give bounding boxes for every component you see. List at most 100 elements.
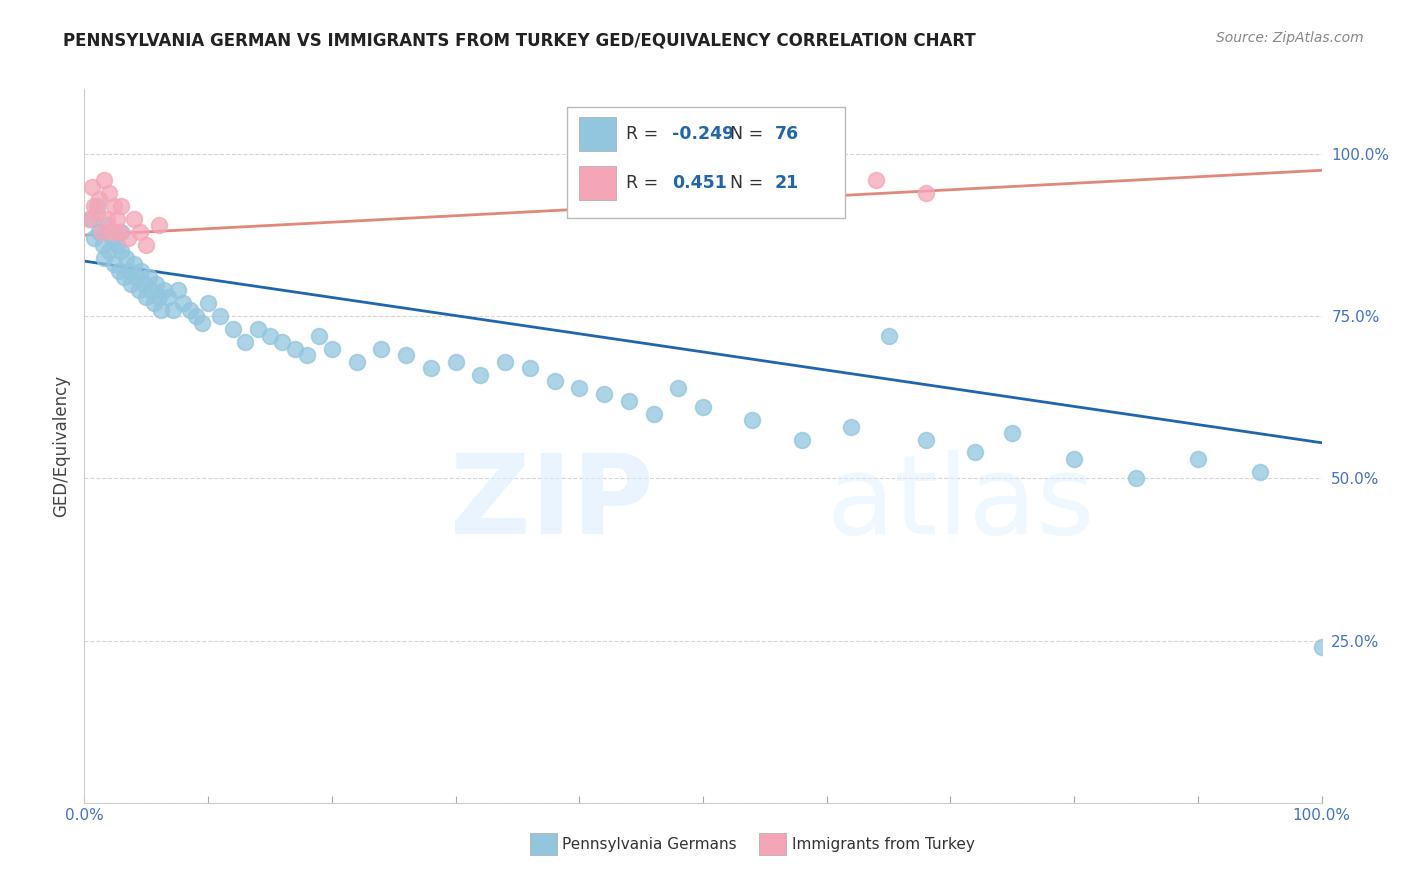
Point bbox=[93, 173, 115, 187]
Text: atlas: atlas bbox=[827, 450, 1095, 557]
Point bbox=[79, 211, 101, 226]
Point bbox=[444, 354, 467, 368]
Point bbox=[150, 302, 173, 317]
Point bbox=[162, 302, 184, 317]
Point bbox=[395, 348, 418, 362]
Point bbox=[370, 342, 392, 356]
Point bbox=[110, 225, 132, 239]
Point bbox=[172, 296, 194, 310]
Point bbox=[346, 354, 368, 368]
Point bbox=[93, 251, 115, 265]
Point bbox=[98, 186, 121, 200]
Point bbox=[1249, 465, 1271, 479]
Point bbox=[86, 199, 108, 213]
Text: 76: 76 bbox=[775, 125, 799, 143]
Point bbox=[790, 433, 813, 447]
Bar bbox=[759, 833, 786, 855]
Point bbox=[593, 387, 616, 401]
Text: Pennsylvania Germans: Pennsylvania Germans bbox=[562, 837, 737, 852]
Point bbox=[98, 244, 121, 259]
Point bbox=[115, 251, 138, 265]
Point bbox=[89, 225, 111, 239]
Point bbox=[152, 283, 174, 297]
Point bbox=[100, 225, 122, 239]
Point bbox=[86, 205, 108, 219]
Bar bbox=[579, 166, 616, 200]
Point bbox=[259, 328, 281, 343]
Point bbox=[122, 211, 145, 226]
Point bbox=[1310, 640, 1333, 654]
Point bbox=[90, 225, 112, 239]
Point bbox=[148, 219, 170, 233]
Point bbox=[145, 277, 167, 291]
Text: PENNSYLVANIA GERMAN VS IMMIGRANTS FROM TURKEY GED/EQUIVALENCY CORRELATION CHART: PENNSYLVANIA GERMAN VS IMMIGRANTS FROM T… bbox=[63, 31, 976, 49]
Point bbox=[877, 328, 900, 343]
Point bbox=[117, 231, 139, 245]
Point bbox=[233, 335, 256, 350]
Text: R =: R = bbox=[626, 125, 664, 143]
Point bbox=[108, 225, 131, 239]
Point bbox=[96, 211, 118, 226]
Point bbox=[965, 445, 987, 459]
Point bbox=[284, 342, 307, 356]
Bar bbox=[579, 117, 616, 152]
Point bbox=[197, 296, 219, 310]
Point bbox=[148, 290, 170, 304]
Point bbox=[692, 400, 714, 414]
Point bbox=[841, 419, 863, 434]
Point bbox=[83, 199, 105, 213]
Point bbox=[142, 296, 165, 310]
Point bbox=[110, 244, 132, 259]
Point bbox=[295, 348, 318, 362]
Point bbox=[100, 231, 122, 245]
Point bbox=[1001, 425, 1024, 440]
Point bbox=[209, 310, 232, 324]
Point bbox=[308, 328, 330, 343]
Point bbox=[110, 199, 132, 213]
Point bbox=[103, 257, 125, 271]
Point bbox=[271, 335, 294, 350]
Point bbox=[246, 322, 269, 336]
Point bbox=[118, 264, 141, 278]
Text: -0.249: -0.249 bbox=[672, 125, 734, 143]
Point bbox=[80, 179, 103, 194]
Point bbox=[125, 270, 148, 285]
Point bbox=[141, 283, 163, 297]
Point bbox=[184, 310, 207, 324]
Point bbox=[519, 361, 541, 376]
Point bbox=[419, 361, 441, 376]
Point bbox=[470, 368, 492, 382]
Point bbox=[122, 257, 145, 271]
Point bbox=[108, 264, 131, 278]
Text: 0.451: 0.451 bbox=[672, 174, 727, 192]
Point bbox=[96, 219, 118, 233]
Bar bbox=[530, 833, 557, 855]
Point bbox=[135, 290, 157, 304]
Point bbox=[191, 316, 214, 330]
Point bbox=[1125, 471, 1147, 485]
Text: R =: R = bbox=[626, 174, 664, 192]
Point bbox=[157, 290, 180, 304]
Point bbox=[1187, 452, 1209, 467]
Point bbox=[112, 270, 135, 285]
Point bbox=[914, 186, 936, 200]
Point bbox=[222, 322, 245, 336]
Point bbox=[167, 283, 190, 297]
FancyBboxPatch shape bbox=[567, 107, 845, 218]
Point bbox=[865, 173, 887, 187]
Text: N =: N = bbox=[730, 125, 769, 143]
Point bbox=[914, 433, 936, 447]
Text: ZIP: ZIP bbox=[450, 450, 654, 557]
Point bbox=[129, 264, 152, 278]
Text: 21: 21 bbox=[775, 174, 799, 192]
Point bbox=[120, 277, 142, 291]
Point bbox=[321, 342, 343, 356]
Point bbox=[666, 381, 689, 395]
Point bbox=[135, 238, 157, 252]
Point bbox=[543, 374, 565, 388]
Point bbox=[91, 238, 114, 252]
Point bbox=[617, 393, 640, 408]
Point bbox=[568, 381, 591, 395]
Point bbox=[128, 283, 150, 297]
Point bbox=[494, 354, 516, 368]
